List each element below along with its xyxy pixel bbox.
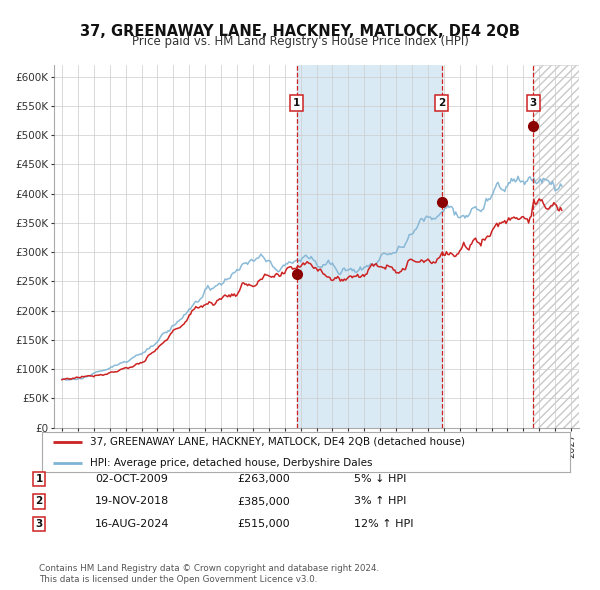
Text: 3% ↑ HPI: 3% ↑ HPI [354,497,406,506]
Text: 5% ↓ HPI: 5% ↓ HPI [354,474,406,484]
Text: 3: 3 [35,519,43,529]
Text: 1: 1 [35,474,43,484]
Text: 19-NOV-2018: 19-NOV-2018 [95,497,169,506]
Text: 3: 3 [530,98,537,108]
Bar [296,65,442,428]
Bar [533,65,600,428]
Text: This data is licensed under the Open Government Licence v3.0.: This data is licensed under the Open Gov… [39,575,317,584]
Text: 12% ↑ HPI: 12% ↑ HPI [354,519,413,529]
Text: £263,000: £263,000 [237,474,290,484]
Text: HPI: Average price, detached house, Derbyshire Dales: HPI: Average price, detached house, Derb… [89,458,372,468]
Text: 16-AUG-2024: 16-AUG-2024 [95,519,169,529]
Text: Contains HM Land Registry data © Crown copyright and database right 2024.: Contains HM Land Registry data © Crown c… [39,565,379,573]
Text: 02-OCT-2009: 02-OCT-2009 [95,474,167,484]
Text: £515,000: £515,000 [237,519,290,529]
Text: 2: 2 [438,98,445,108]
Text: 37, GREENAWAY LANE, HACKNEY, MATLOCK, DE4 2QB (detached house): 37, GREENAWAY LANE, HACKNEY, MATLOCK, DE… [89,437,464,447]
Text: £385,000: £385,000 [237,497,290,506]
Text: 1: 1 [293,98,300,108]
Text: Price paid vs. HM Land Registry's House Price Index (HPI): Price paid vs. HM Land Registry's House … [131,35,469,48]
Text: 37, GREENAWAY LANE, HACKNEY, MATLOCK, DE4 2QB: 37, GREENAWAY LANE, HACKNEY, MATLOCK, DE… [80,24,520,38]
Text: 2: 2 [35,497,43,506]
